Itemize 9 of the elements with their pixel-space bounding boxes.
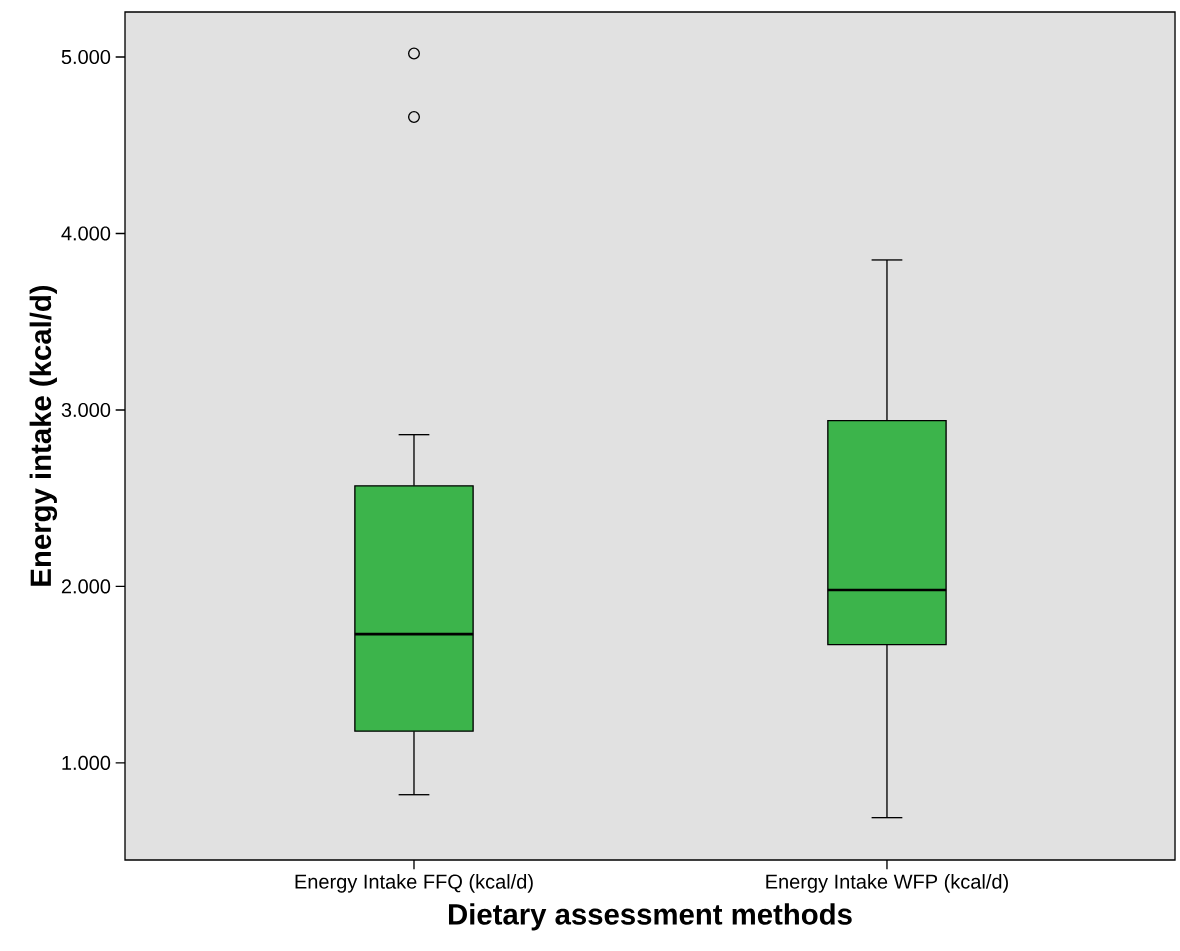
x-axis-title: Dietary assessment methods [449, 903, 852, 931]
y-tick-label: 3.000 [61, 402, 111, 418]
y-tick-label: 4.000 [61, 226, 111, 241]
y-tick-label: 2.000 [61, 579, 111, 594]
y-tick-label: 5.000 [61, 49, 111, 65]
y-tick-label: 1.000 [62, 755, 111, 771]
x-tick-label: Energy Intake WFP (kcal/d) [766, 874, 1008, 893]
x-tick-label: Energy Intake FFQ (kcal/d) [295, 874, 533, 893]
y-axis-title: Energy intake (kcal/d) [29, 285, 58, 586]
